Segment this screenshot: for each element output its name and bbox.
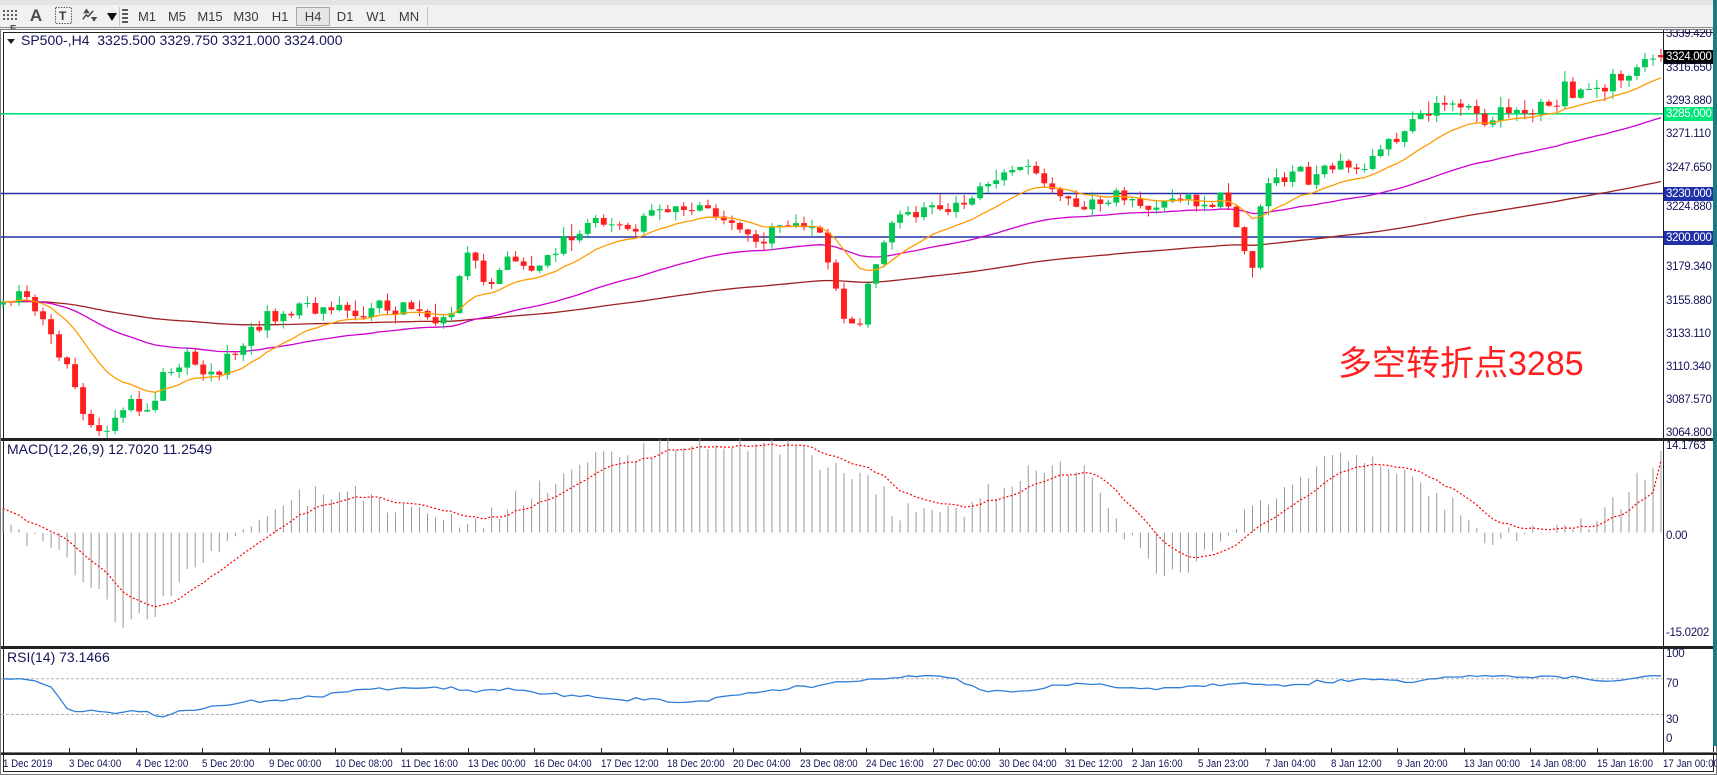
- svg-text:T: T: [59, 9, 67, 23]
